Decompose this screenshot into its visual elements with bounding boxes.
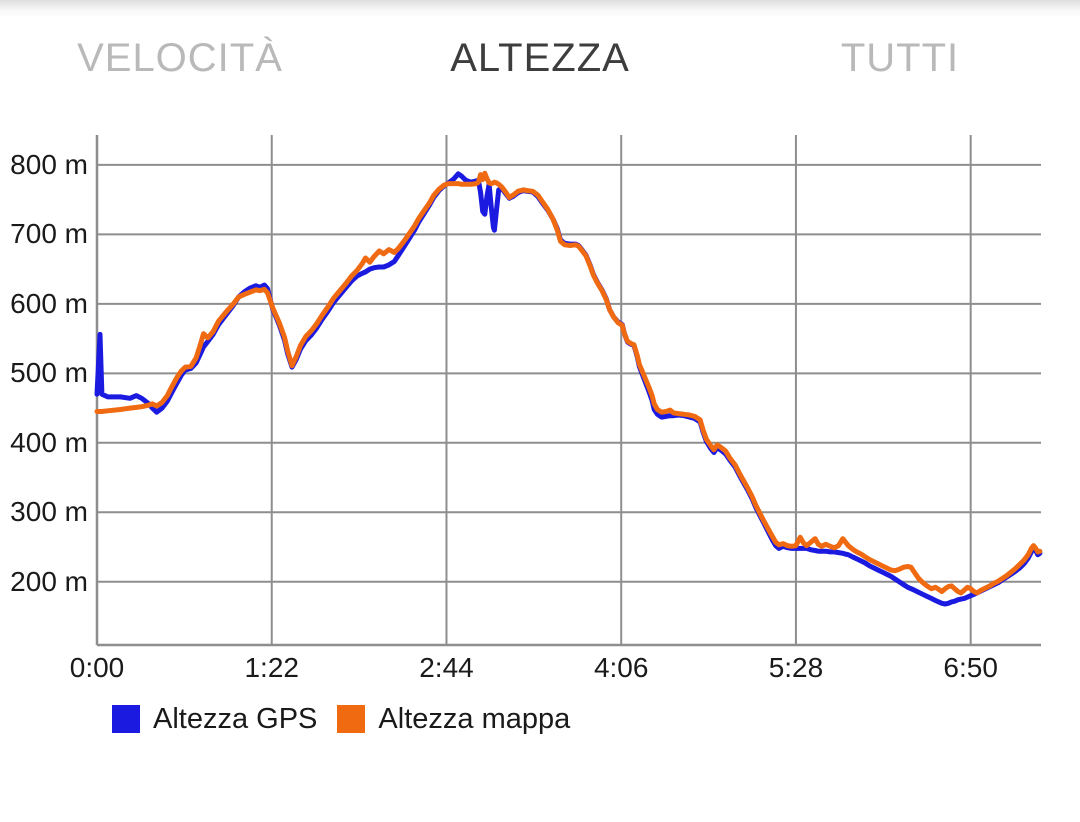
x-axis-tick-label: 6:50 [943,652,998,683]
y-axis-tick-label: 200 m [10,565,88,597]
x-axis-tick-label: 2:44 [419,652,474,683]
tab-velocita[interactable]: VELOCITÀ [77,36,283,80]
y-axis-tick-label: 400 m [10,426,88,458]
x-axis-tick-label: 0:00 [69,652,125,683]
tab-tutti[interactable]: TUTTI [840,36,960,80]
tab-altezza[interactable]: ALTEZZA [450,36,630,80]
legend-label-mappa: Altezza mappa [378,703,571,735]
gps-series-swatch-icon [112,705,140,733]
y-axis-tick-label: 500 m [10,357,88,389]
tab-bar: VELOCITÀ ALTEZZA TUTTI [0,28,1080,88]
legend-item-mappa: Altezza mappa [337,703,570,735]
x-axis-tick-label: 5:28 [768,652,824,683]
x-axis-tick-label: 4:06 [593,652,649,683]
y-axis-tick-label: 600 m [10,287,88,319]
chart-legend: Altezza GPS Altezza mappa [112,703,570,735]
legend-label-gps: Altezza GPS [153,703,318,735]
y-axis-tick-label: 700 m [10,218,88,250]
y-axis-tick-label: 800 m [10,148,88,180]
mappa-series-swatch-icon [337,705,366,733]
x-axis-tick-label: 1:22 [244,652,299,683]
legend-item-gps: Altezza GPS [112,703,317,735]
y-axis-tick-label: 300 m [10,496,88,528]
